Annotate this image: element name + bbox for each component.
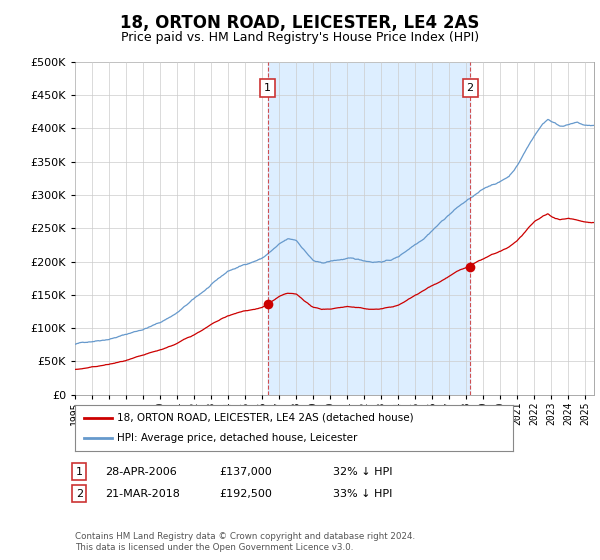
- Text: 33% ↓ HPI: 33% ↓ HPI: [333, 489, 392, 499]
- Text: £192,500: £192,500: [219, 489, 272, 499]
- Text: 28-APR-2006: 28-APR-2006: [105, 466, 177, 477]
- Bar: [268, 62, 470, 395]
- Text: 2: 2: [467, 83, 473, 94]
- Text: 1: 1: [76, 466, 83, 477]
- Text: Price paid vs. HM Land Registry's House Price Index (HPI): Price paid vs. HM Land Registry's House …: [121, 31, 479, 44]
- Text: Contains HM Land Registry data © Crown copyright and database right 2024.
This d: Contains HM Land Registry data © Crown c…: [75, 532, 415, 552]
- Text: 18, ORTON ROAD, LEICESTER, LE4 2AS (detached house): 18, ORTON ROAD, LEICESTER, LE4 2AS (deta…: [116, 413, 413, 423]
- Text: 2: 2: [76, 489, 83, 499]
- Text: HPI: Average price, detached house, Leicester: HPI: Average price, detached house, Leic…: [116, 433, 357, 444]
- Text: 1: 1: [264, 83, 271, 94]
- Text: 18, ORTON ROAD, LEICESTER, LE4 2AS: 18, ORTON ROAD, LEICESTER, LE4 2AS: [121, 14, 479, 32]
- Text: 32% ↓ HPI: 32% ↓ HPI: [333, 466, 392, 477]
- Text: £137,000: £137,000: [219, 466, 272, 477]
- Text: 21-MAR-2018: 21-MAR-2018: [105, 489, 180, 499]
